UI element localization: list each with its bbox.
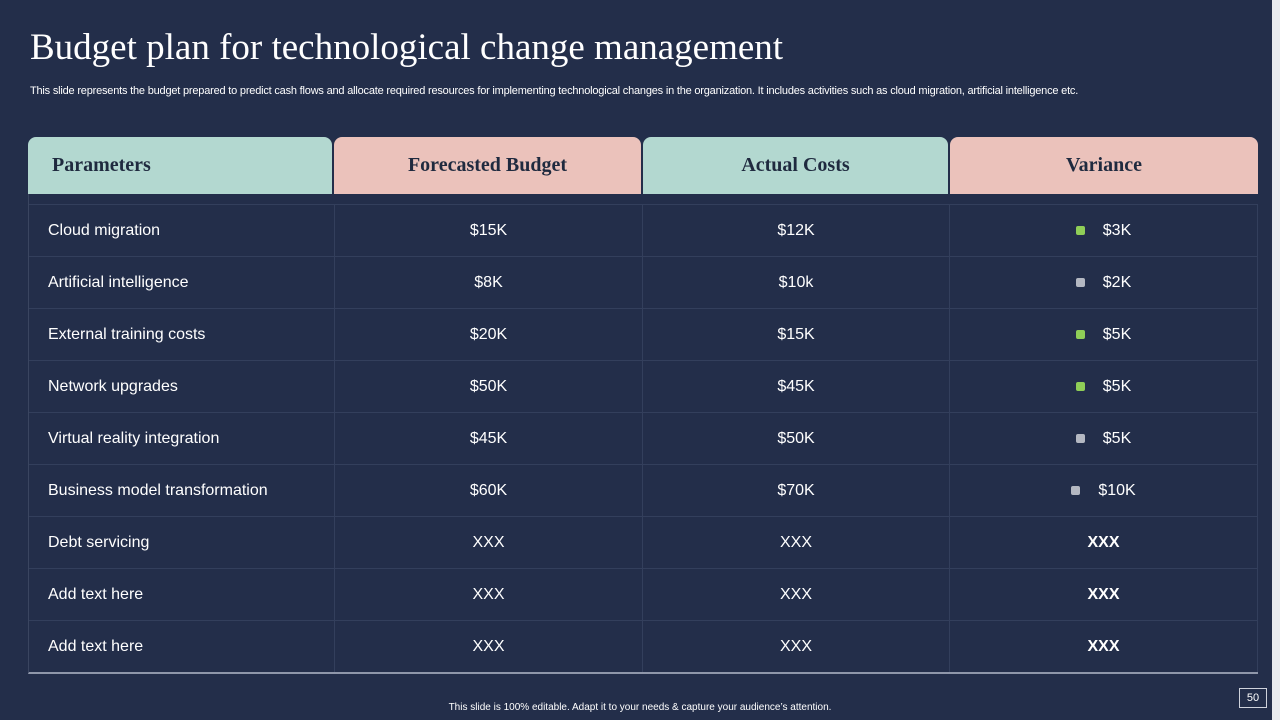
forecast-cell: $45K (335, 413, 643, 464)
table-row: Business model transformation $60K $70K $10… (29, 464, 1258, 516)
parameter-cell: Network upgrades (29, 361, 335, 412)
actual-cell: $45K (643, 361, 950, 412)
table-header-row: Parameters Forecasted Budget Actual Cost… (28, 137, 1258, 194)
actual-cell: $70K (643, 465, 950, 516)
table-row: Artificial intelligence $8K $10k $2K (29, 256, 1258, 308)
variance-cell: $5K (950, 361, 1258, 412)
actual-cell: XXX (643, 569, 950, 620)
variance-indicator-icon (1075, 330, 1085, 339)
variance-value: XXX (1087, 637, 1120, 655)
variance-indicator-icon (1075, 434, 1085, 443)
forecast-cell: XXX (335, 517, 643, 568)
parameter-cell: Cloud migration (29, 205, 335, 256)
variance-cell: $2K (950, 257, 1258, 308)
table-row: Debt servicing XXX XXX XXX (29, 516, 1258, 568)
variance-indicator-icon (1075, 226, 1085, 235)
table-row: Cloud migration $15K $12K $3K (29, 204, 1258, 256)
variance-indicator-icon (1075, 382, 1085, 391)
parameter-cell: Virtual reality integration (29, 413, 335, 464)
table-row: Virtual reality integration $45K $50K $5K (29, 412, 1258, 464)
parameter-cell: Artificial intelligence (29, 257, 335, 308)
forecast-cell: $20K (335, 309, 643, 360)
variance-indicator-icon (1071, 486, 1081, 495)
actual-cell: $50K (643, 413, 950, 464)
page-number: 50 (1239, 688, 1267, 708)
forecast-cell: XXX (335, 569, 643, 620)
variance-cell: XXX (950, 517, 1258, 568)
header-forecasted-budget: Forecasted Budget (334, 137, 641, 194)
forecast-cell: $60K (335, 465, 643, 516)
actual-cell: $12K (643, 205, 950, 256)
variance-cell: XXX (950, 621, 1258, 672)
forecast-cell: $15K (335, 205, 643, 256)
parameter-cell: Debt servicing (29, 517, 335, 568)
slide-title: Budget plan for technological change man… (30, 27, 784, 68)
variance-value: $5K (1102, 377, 1132, 395)
parameter-cell: External training costs (29, 309, 335, 360)
variance-cell: XXX (950, 569, 1258, 620)
table-row: Network upgrades $50K $45K $5K (29, 360, 1258, 412)
table-row: Add text here XXX XXX XXX (29, 620, 1258, 672)
variance-cell: $3K (950, 205, 1258, 256)
variance-cell: $5K (950, 309, 1258, 360)
variance-value: XXX (1087, 533, 1120, 551)
actual-cell: $15K (643, 309, 950, 360)
variance-value: $10K (1098, 481, 1136, 499)
right-edge-strip (1272, 0, 1280, 720)
table-body: Cloud migration $15K $12K $3K Artificial int… (28, 194, 1258, 674)
table-row: Add text here XXX XXX XXX (29, 568, 1258, 620)
table-row: External training costs $20K $15K $5K (29, 308, 1258, 360)
actual-cell: XXX (643, 517, 950, 568)
header-variance: Variance (950, 137, 1258, 194)
parameter-cell: Add text here (29, 569, 335, 620)
variance-cell: $10K (950, 465, 1258, 516)
header-parameters: Parameters (28, 137, 332, 194)
variance-value: XXX (1087, 585, 1120, 603)
forecast-cell: XXX (335, 621, 643, 672)
forecast-cell: $8K (335, 257, 643, 308)
parameter-cell: Business model transformation (29, 465, 335, 516)
variance-indicator-icon (1075, 278, 1085, 287)
header-actual-costs: Actual Costs (643, 137, 948, 194)
parameter-cell: Add text here (29, 621, 335, 672)
slide-subtitle: This slide represents the budget prepare… (30, 85, 1079, 97)
actual-cell: $10k (643, 257, 950, 308)
variance-cell: $5K (950, 413, 1258, 464)
variance-value: $5K (1102, 325, 1132, 343)
footer-note: This slide is 100% editable. Adapt it to… (448, 702, 832, 713)
budget-table: Parameters Forecasted Budget Actual Cost… (28, 137, 1258, 674)
forecast-cell: $50K (335, 361, 643, 412)
actual-cell: XXX (643, 621, 950, 672)
variance-value: $5K (1102, 429, 1132, 447)
variance-value: $3K (1102, 221, 1132, 239)
variance-value: $2K (1102, 273, 1132, 291)
